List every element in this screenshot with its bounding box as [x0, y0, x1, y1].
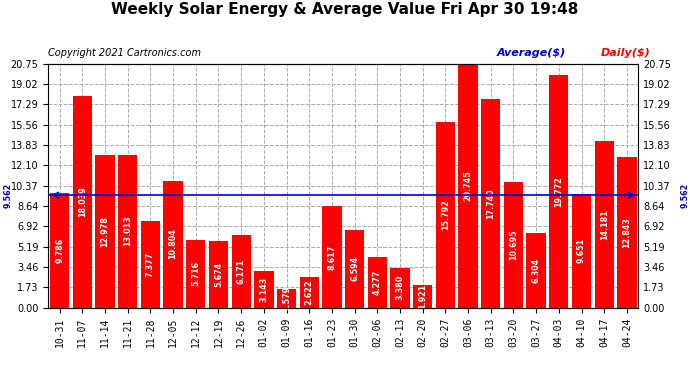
- Text: 6.304: 6.304: [531, 258, 541, 283]
- Text: 9.651: 9.651: [577, 238, 586, 263]
- Bar: [391, 268, 410, 308]
- Text: Weekly Solar Energy & Average Value Fri Apr 30 19:48: Weekly Solar Energy & Average Value Fri …: [111, 2, 579, 17]
- Text: 6.594: 6.594: [350, 256, 359, 281]
- Bar: [72, 96, 92, 308]
- Text: 9.786: 9.786: [55, 237, 64, 262]
- Text: 8.617: 8.617: [328, 244, 337, 270]
- Bar: [618, 157, 637, 308]
- Text: 3.380: 3.380: [395, 275, 404, 300]
- Text: 10.695: 10.695: [509, 230, 518, 260]
- Bar: [458, 64, 477, 308]
- Bar: [209, 241, 228, 308]
- Bar: [277, 289, 296, 308]
- Text: 2.622: 2.622: [305, 279, 314, 305]
- Bar: [118, 154, 137, 308]
- Bar: [95, 155, 115, 308]
- Bar: [526, 234, 546, 308]
- Text: 10.804: 10.804: [168, 229, 177, 260]
- Bar: [549, 75, 569, 308]
- Text: 5.674: 5.674: [214, 262, 223, 287]
- Bar: [368, 257, 387, 307]
- Text: 17.740: 17.740: [486, 188, 495, 219]
- Text: 18.039: 18.039: [78, 186, 87, 217]
- Text: 6.171: 6.171: [237, 259, 246, 284]
- Bar: [436, 122, 455, 308]
- Text: 1.579: 1.579: [282, 286, 291, 311]
- Bar: [50, 192, 69, 308]
- Bar: [572, 194, 591, 308]
- Text: Average($): Average($): [497, 48, 566, 58]
- Bar: [232, 235, 250, 308]
- Text: 5.716: 5.716: [191, 261, 200, 286]
- Bar: [141, 221, 160, 308]
- Bar: [504, 182, 523, 308]
- Bar: [345, 230, 364, 308]
- Text: 15.792: 15.792: [441, 200, 450, 230]
- Bar: [299, 277, 319, 308]
- Bar: [322, 206, 342, 308]
- Text: 4.277: 4.277: [373, 270, 382, 295]
- Bar: [186, 240, 206, 308]
- Bar: [254, 271, 273, 308]
- Text: Daily($): Daily($): [600, 48, 650, 58]
- Bar: [413, 285, 433, 308]
- Text: 20.745: 20.745: [464, 170, 473, 201]
- Text: 12.978: 12.978: [101, 216, 110, 247]
- Text: 9.562: 9.562: [680, 183, 689, 208]
- Text: 3.143: 3.143: [259, 276, 268, 302]
- Text: 9.562: 9.562: [3, 183, 12, 208]
- Bar: [481, 99, 500, 308]
- Text: 14.181: 14.181: [600, 209, 609, 240]
- Text: 13.013: 13.013: [124, 216, 132, 246]
- Text: 12.843: 12.843: [622, 217, 631, 248]
- Text: 1.921: 1.921: [418, 284, 427, 309]
- Bar: [164, 181, 183, 308]
- Text: Copyright 2021 Cartronics.com: Copyright 2021 Cartronics.com: [48, 48, 201, 58]
- Bar: [595, 141, 614, 308]
- Text: 7.377: 7.377: [146, 252, 155, 277]
- Text: 19.772: 19.772: [554, 176, 563, 207]
